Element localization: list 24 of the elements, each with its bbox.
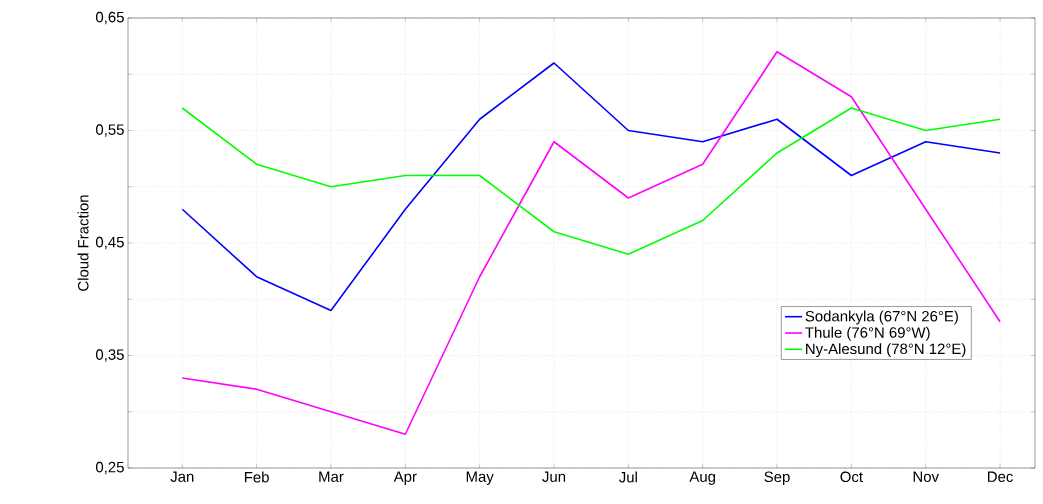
- legend-label: Thule (76°N 69°W): [805, 326, 930, 341]
- line-series: [181, 62, 1001, 312]
- x-tick-label: Aug: [689, 471, 716, 485]
- x-tick-label: Jan: [170, 471, 194, 482]
- y-tick-label: 0,65: [95, 11, 124, 25]
- x-tick-label: Jun: [542, 471, 566, 482]
- x-tick-label: May: [466, 471, 494, 485]
- x-tick-label: Dec: [988, 471, 1013, 482]
- x-tick-label: Apr: [393, 471, 417, 485]
- x-tick-label: Mar: [319, 471, 344, 482]
- y-tick-label: 0,45: [95, 236, 124, 250]
- x-tick-label: Feb: [244, 471, 269, 483]
- y-tick-label: 0,55: [95, 124, 124, 137]
- y-axis-title: Cloud Fraction: [77, 195, 89, 291]
- line-series: [181, 107, 1001, 256]
- x-tick-label: Sep: [764, 471, 790, 486]
- y-tick-label: 0,35: [95, 349, 124, 362]
- legend-label: Ny-Alesund (78°N 12°E): [806, 343, 966, 358]
- x-tick-label: Jul: [619, 471, 637, 483]
- y-tick-label: 0,25: [95, 461, 124, 475]
- legend-label: Sodankyla (67°N 26°E): [805, 310, 958, 325]
- x-tick-label: Oct: [840, 471, 863, 483]
- line-series: [181, 50, 1001, 436]
- x-tick-label: Nov: [913, 471, 939, 482]
